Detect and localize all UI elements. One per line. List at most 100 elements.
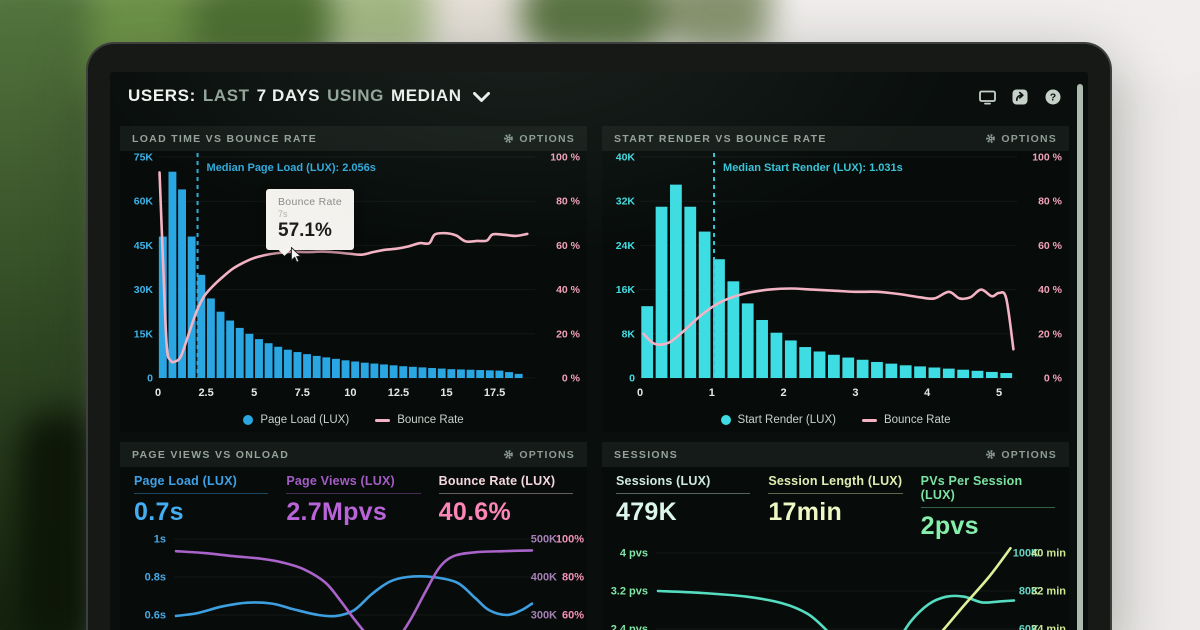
options-button[interactable]: OPTIONS	[503, 133, 575, 145]
bar[interactable]	[784, 340, 797, 378]
bar[interactable]	[928, 367, 941, 378]
bar[interactable]	[899, 365, 912, 378]
bar[interactable]	[216, 311, 225, 378]
bar[interactable]	[727, 281, 740, 378]
bar[interactable]	[842, 357, 855, 378]
tooltip-series: Bounce Rate	[278, 196, 343, 208]
bar[interactable]	[466, 369, 475, 378]
dashboard-scope-dropdown[interactable]: USERS: LAST 7 DAYS USING MEDIAN	[128, 86, 490, 106]
bar[interactable]	[428, 367, 437, 378]
bar[interactable]	[885, 363, 898, 378]
bar[interactable]	[914, 366, 926, 378]
y-axis-tick-label: 75K	[134, 152, 154, 164]
bar[interactable]	[331, 358, 340, 378]
bar[interactable]	[235, 327, 244, 378]
bar[interactable]	[985, 371, 998, 378]
bar[interactable]	[418, 367, 427, 378]
line-series[interactable]	[907, 546, 1012, 630]
bar[interactable]	[871, 361, 883, 378]
bar[interactable]	[799, 347, 812, 378]
bar[interactable]	[303, 354, 312, 378]
display-icon[interactable]	[978, 89, 996, 105]
chevron-down-icon	[472, 91, 490, 102]
bar[interactable]	[226, 320, 235, 378]
bar[interactable]	[283, 349, 292, 378]
bar[interactable]	[312, 355, 321, 378]
options-button[interactable]: OPTIONS	[503, 449, 575, 461]
bar[interactable]	[856, 359, 869, 378]
bar[interactable]	[168, 171, 177, 378]
bar[interactable]	[495, 370, 504, 378]
bar[interactable]	[187, 236, 196, 378]
bar[interactable]	[206, 298, 215, 378]
stat-session-length: Session Length (LUX) 17min	[768, 474, 903, 541]
bar[interactable]	[813, 351, 826, 378]
options-button[interactable]: OPTIONS	[985, 133, 1057, 145]
bar[interactable]	[641, 306, 654, 378]
bar[interactable]	[178, 189, 186, 378]
legend-item[interactable]: Bounce Rate	[861, 414, 950, 426]
y2-axis-tick-label: 400K	[531, 572, 557, 584]
legend-item[interactable]: Bounce Rate	[375, 414, 464, 426]
bar[interactable]	[370, 363, 379, 378]
bar[interactable]	[389, 365, 398, 378]
bar[interactable]	[670, 184, 682, 378]
bar[interactable]	[399, 366, 408, 378]
stat-label: Bounce Rate (LUX)	[438, 474, 556, 488]
x-axis-tick-label: 15	[440, 387, 452, 399]
bar[interactable]	[274, 346, 283, 378]
chart-area: 75K 100 % 60K 80 % 45K 60 % 30K 40 % 15K 20 % 0 0 %…	[120, 151, 587, 432]
y-axis-tick-label: 30K	[134, 284, 154, 296]
bar[interactable]	[756, 319, 768, 378]
bar[interactable]	[322, 357, 331, 378]
bar[interactable]	[158, 236, 167, 378]
x-axis-tick-label: 12.5	[388, 387, 409, 399]
bar[interactable]	[380, 364, 388, 378]
bar[interactable]	[505, 372, 513, 378]
line-series[interactable]	[174, 575, 534, 618]
bar[interactable]	[245, 333, 254, 378]
bar[interactable]	[957, 369, 970, 378]
bar[interactable]	[485, 370, 494, 378]
bar[interactable]	[684, 206, 697, 378]
bar[interactable]	[655, 206, 668, 378]
bar[interactable]	[360, 362, 369, 378]
bar[interactable]	[447, 369, 456, 378]
start-render-chart[interactable]: 40K 100 % 32K 80 % 24K 60 % 16K 40 % 8K 20 % 0 0 % M…	[602, 151, 1069, 406]
line-series[interactable]	[158, 171, 529, 364]
bar[interactable]	[437, 368, 446, 378]
bar[interactable]	[741, 303, 754, 378]
bar[interactable]	[341, 360, 350, 378]
share-icon[interactable]	[1011, 89, 1029, 105]
bar[interactable]	[942, 368, 955, 378]
bar[interactable]	[264, 343, 273, 378]
options-button[interactable]: OPTIONS	[985, 449, 1057, 461]
panel-title: LOAD TIME VS BOUNCE RATE	[132, 132, 318, 145]
help-icon[interactable]: ?	[1044, 89, 1062, 105]
bar[interactable]	[293, 352, 302, 378]
line-series[interactable]	[642, 287, 1015, 351]
bar[interactable]	[197, 274, 206, 378]
legend-item[interactable]: Start Render (LUX)	[720, 414, 836, 426]
bar[interactable]	[971, 370, 984, 378]
bar[interactable]	[408, 366, 417, 378]
y2-axis-tick-label: 60 %	[1038, 240, 1063, 252]
bar[interactable]	[351, 361, 360, 378]
scrollbar[interactable]	[1077, 84, 1083, 630]
bar[interactable]	[698, 231, 711, 378]
bar[interactable]	[713, 259, 725, 378]
bar[interactable]	[514, 373, 523, 378]
legend-item[interactable]: Page Load (LUX)	[243, 414, 349, 426]
panel-load-time-vs-bounce-rate: LOAD TIME VS BOUNCE RATE OPTIONS 75K 100 …	[120, 126, 587, 432]
bar[interactable]	[827, 354, 840, 378]
y3-axis-tick-label: 80%	[562, 572, 584, 584]
bar[interactable]	[457, 369, 465, 378]
bar[interactable]	[770, 332, 783, 378]
bar[interactable]	[476, 370, 485, 378]
load-time-chart[interactable]: 75K 100 % 60K 80 % 45K 60 % 30K 40 % 15K 20 % 0 0 %…	[120, 151, 587, 406]
bar[interactable]	[1000, 373, 1013, 378]
line-series[interactable]	[174, 549, 534, 630]
bar[interactable]	[255, 339, 263, 378]
